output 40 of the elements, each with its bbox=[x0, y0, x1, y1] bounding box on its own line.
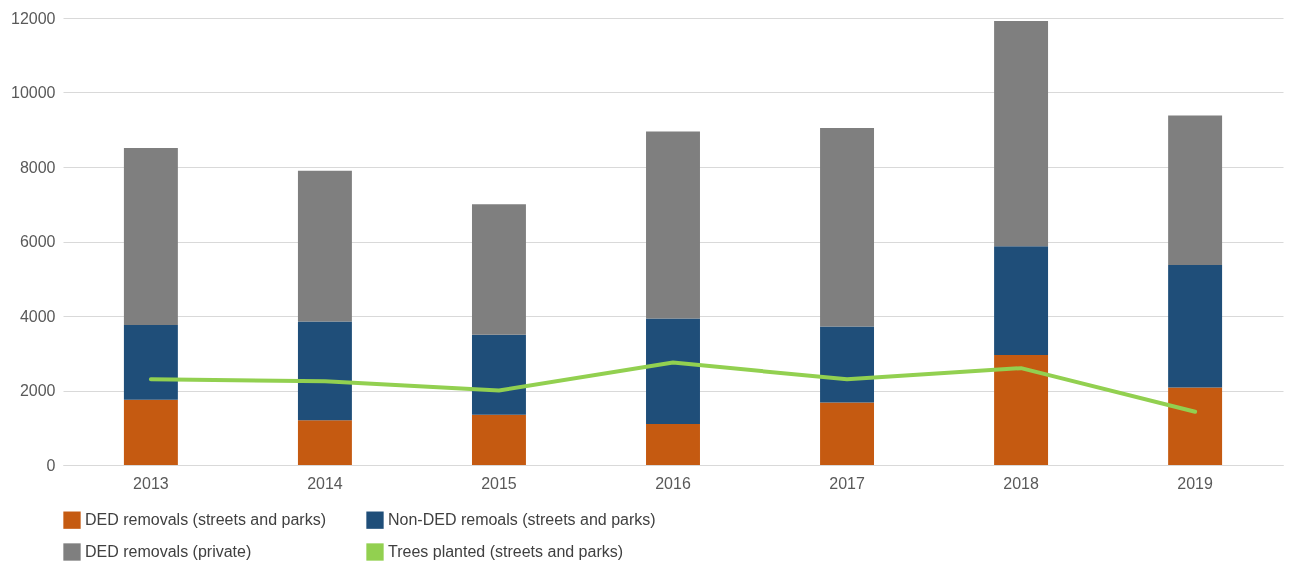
bar bbox=[646, 318, 700, 425]
x-tick-label: 2018 bbox=[1003, 474, 1039, 492]
bar bbox=[994, 20, 1049, 247]
bar bbox=[1168, 387, 1223, 465]
bar bbox=[297, 170, 352, 322]
x-tick-label: 2014 bbox=[307, 474, 343, 492]
bar bbox=[820, 326, 875, 403]
bar bbox=[646, 131, 700, 319]
bar bbox=[123, 399, 178, 465]
legend-label: DED removals (private) bbox=[85, 543, 252, 560]
x-tick-label: 2016 bbox=[655, 474, 691, 492]
line-series bbox=[148, 360, 1198, 414]
bar bbox=[471, 414, 526, 465]
bar bbox=[471, 334, 526, 415]
bar bbox=[297, 420, 352, 465]
bar bbox=[1168, 264, 1223, 388]
x-tick-label: 2013 bbox=[133, 474, 169, 492]
y-tick-label: 12000 bbox=[11, 9, 56, 27]
bar bbox=[994, 355, 1049, 465]
y-tick-label: 8000 bbox=[19, 158, 56, 176]
bar bbox=[820, 402, 875, 465]
y-tick-label: 0 bbox=[46, 456, 56, 474]
bar bbox=[297, 321, 352, 421]
legend-label: Non-DED remoals (streets and parks) bbox=[388, 511, 656, 529]
y-tick-label: 2000 bbox=[19, 382, 56, 399]
bar bbox=[646, 424, 700, 465]
bar bbox=[123, 324, 178, 400]
legend-label: DED removals (streets and parks) bbox=[85, 511, 326, 529]
x-tick-label: 2015 bbox=[481, 474, 517, 492]
y-tick-label: 4000 bbox=[19, 307, 56, 325]
y-tick-label: 6000 bbox=[19, 233, 56, 250]
legend-label: Trees planted (streets and parks) bbox=[388, 543, 624, 560]
bar bbox=[1168, 115, 1223, 265]
x-tick-label: 2019 bbox=[1177, 474, 1214, 492]
bar bbox=[820, 127, 875, 327]
bar bbox=[123, 148, 178, 325]
bar bbox=[471, 204, 526, 335]
bar bbox=[994, 246, 1049, 356]
x-tick-label: 2017 bbox=[829, 474, 865, 492]
y-tick-label: 10000 bbox=[11, 84, 56, 101]
